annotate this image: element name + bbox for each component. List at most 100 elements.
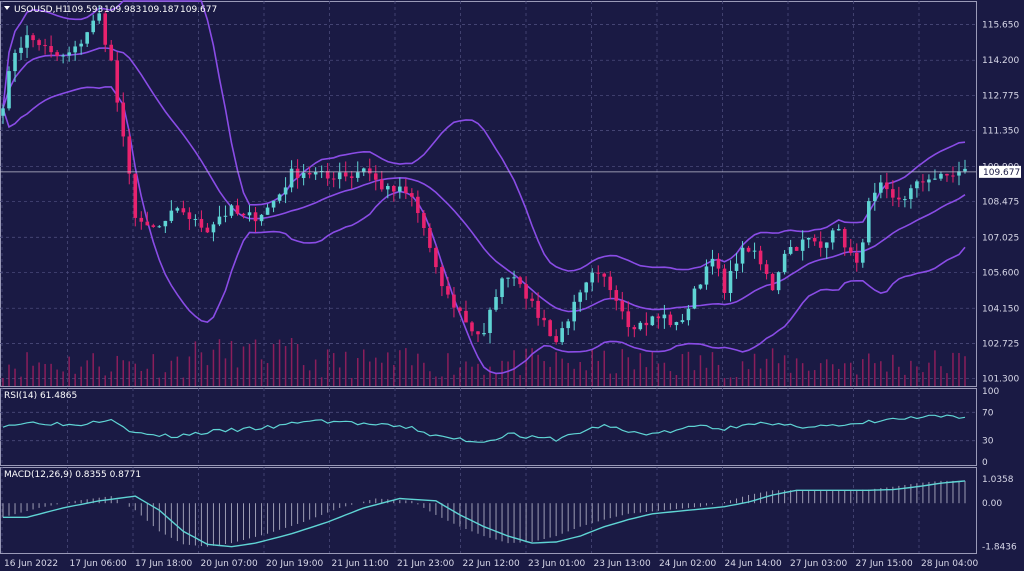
candle-body xyxy=(494,297,498,310)
candle-body xyxy=(662,314,667,319)
candle-body xyxy=(638,322,643,330)
candle-body xyxy=(674,322,679,326)
candle-body xyxy=(386,186,390,190)
bollinger-bands xyxy=(2,0,966,375)
ohlc-close: 109.677 xyxy=(180,5,217,15)
time-tick-label: 24 Jun 02:00 xyxy=(659,559,716,569)
candle-body xyxy=(229,205,234,216)
time-tick-label: 16 Jun 2022 xyxy=(4,559,58,569)
macd-tick-label: 1.0358 xyxy=(982,475,1014,485)
candle-body xyxy=(55,52,59,57)
candle-body xyxy=(85,32,89,44)
candle-body xyxy=(325,170,330,179)
volume-bars xyxy=(2,338,966,386)
candle-body xyxy=(367,168,372,174)
candle-body xyxy=(560,328,564,343)
rsi-tick-label: 30 xyxy=(982,437,994,447)
ohlc-open: 109.593 xyxy=(66,5,103,15)
candle-body xyxy=(584,282,589,293)
time-tick-label: 27 Jun 03:00 xyxy=(790,559,847,569)
candle-body xyxy=(61,55,65,57)
candle-body xyxy=(488,309,492,334)
time-tick-label: 23 Jun 01:00 xyxy=(528,559,585,569)
time-tick-label: 24 Jun 14:00 xyxy=(725,559,782,569)
candle-body xyxy=(193,218,198,220)
candle-body xyxy=(253,212,258,222)
candle-body xyxy=(133,173,138,218)
candle-body xyxy=(794,247,799,251)
candle-body xyxy=(921,181,925,183)
candle-body xyxy=(728,270,733,293)
candle-body xyxy=(355,172,360,178)
macd-title: MACD(12,26,9) 0.8355 0.8771 xyxy=(4,470,141,480)
candle-body xyxy=(903,199,907,201)
candle-body xyxy=(824,242,829,248)
candle-body xyxy=(818,241,823,248)
candle-body xyxy=(614,290,619,301)
candle-body xyxy=(91,20,95,33)
candle-body xyxy=(361,168,366,173)
candle-body xyxy=(235,205,240,214)
band-middle xyxy=(2,47,966,313)
time-tick-label: 17 Jun 18:00 xyxy=(135,559,192,569)
candle-body xyxy=(842,229,847,248)
time-tick-label: 20 Jun 19:00 xyxy=(266,559,323,569)
candle-body xyxy=(860,242,865,263)
symbol-header[interactable]: USOUSD,H1 109.593 109.983 109.187 109.67… xyxy=(4,5,217,15)
candle-body xyxy=(343,172,348,177)
candle-body xyxy=(331,178,336,180)
candle-body xyxy=(885,182,889,190)
time-tick-label: 28 Jun 04:00 xyxy=(921,559,978,569)
candle-body xyxy=(650,316,655,326)
candle-body xyxy=(175,208,180,211)
candle-body xyxy=(939,173,943,179)
current-price-tag: 109.677 xyxy=(979,165,1021,178)
candle-body xyxy=(109,44,114,61)
candle-body xyxy=(572,301,576,322)
chart-grid xyxy=(0,1,977,554)
candle-body xyxy=(506,277,510,279)
candle-body xyxy=(752,250,757,252)
pane-border xyxy=(0,467,977,554)
candle-body xyxy=(854,252,859,263)
candle-body xyxy=(121,102,126,137)
candle-body xyxy=(223,215,228,217)
candle-body xyxy=(476,331,480,335)
candle-body xyxy=(271,200,276,208)
candle-body xyxy=(957,171,961,176)
time-tick-label: 23 Jun 13:00 xyxy=(594,559,651,569)
candle-body xyxy=(536,300,540,318)
candle-body xyxy=(830,230,835,243)
candle-body xyxy=(620,300,625,312)
candle-body xyxy=(554,336,558,343)
candle-body xyxy=(151,225,156,227)
candle-body xyxy=(746,247,751,252)
candle-body xyxy=(79,43,83,47)
candle-body xyxy=(349,176,354,178)
candle-body xyxy=(879,182,883,193)
candle-body xyxy=(295,168,300,179)
macd-indicator xyxy=(2,480,966,548)
candle-body xyxy=(704,266,709,285)
candle-body xyxy=(482,333,486,335)
candle-body xyxy=(788,247,793,254)
dropdown-triangle-icon[interactable] xyxy=(4,6,10,10)
candle-body xyxy=(43,45,47,47)
candle-body xyxy=(187,212,192,219)
candlestick-series[interactable] xyxy=(1,5,967,345)
candle-body xyxy=(73,46,77,53)
candle-body xyxy=(301,172,306,179)
candle-body xyxy=(909,188,913,200)
candle-body xyxy=(782,253,787,273)
candle-body xyxy=(542,317,546,321)
candle-body xyxy=(530,298,534,301)
time-tick-label: 17 Jun 06:00 xyxy=(70,559,127,569)
candle-body xyxy=(470,322,474,332)
rsi-tick-label: 70 xyxy=(982,408,994,418)
candle-body xyxy=(259,214,264,222)
candle-body xyxy=(512,277,516,279)
rsi-tick-label: 0 xyxy=(982,458,988,468)
current-price-box xyxy=(979,165,1021,178)
candle-body xyxy=(13,52,17,72)
